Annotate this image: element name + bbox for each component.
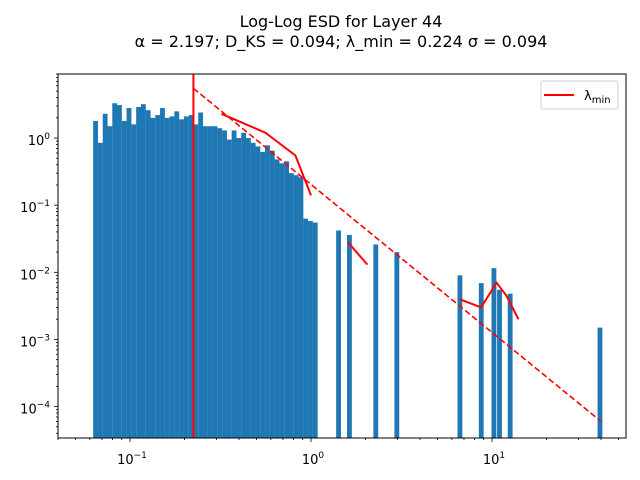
x-tick-label: 101 (483, 451, 505, 468)
histogram-bar (507, 293, 513, 438)
y-tick-label: 10−4 (20, 401, 50, 418)
histogram-bar (312, 222, 318, 438)
histogram-bar (131, 124, 137, 438)
empirical-density-segment (347, 241, 369, 266)
histogram-bar (336, 230, 341, 438)
histogram-bar (478, 283, 484, 438)
histogram-bar (265, 145, 270, 438)
y-tick-label: 10−1 (20, 199, 50, 216)
histogram-bar (284, 161, 290, 438)
axis-tick-labels: 10−1 100 101 10−4 10−3 10−2 10−1 100 (20, 132, 505, 468)
histogram-bar (97, 142, 103, 438)
histogram-bar (169, 116, 175, 438)
histogram-bar (102, 113, 108, 438)
histogram-bar (198, 112, 204, 438)
histogram-bar (245, 138, 251, 438)
histogram-bar (597, 327, 603, 438)
histogram-bar (117, 105, 122, 438)
histogram-bar (226, 139, 232, 438)
x-tick-label: 10−1 (117, 451, 147, 468)
histogram-bar (212, 126, 218, 438)
histogram-bar (457, 275, 463, 438)
histogram-bar (140, 104, 146, 438)
x-tick-label: 100 (302, 451, 325, 468)
histogram-bar (179, 119, 184, 438)
histogram-bar (303, 218, 309, 438)
histogram-bar (274, 159, 280, 438)
histogram-bar (279, 163, 285, 438)
legend: λmin (540, 80, 619, 110)
histogram-bar (145, 110, 151, 438)
histogram-bar (347, 234, 352, 438)
histogram-bar (203, 126, 208, 438)
legend-label-symbol: λ (584, 89, 592, 104)
histogram-bar (308, 221, 313, 438)
plot-frame (57, 73, 627, 439)
histogram-bar (160, 108, 165, 438)
histogram-bar (164, 117, 170, 438)
histogram-bar (491, 268, 497, 438)
histogram-bar (373, 244, 379, 438)
empirical-density-segment (458, 280, 520, 320)
empirical-density-segment (221, 112, 312, 196)
histogram-bar (241, 132, 247, 438)
chart-title: Log-Log ESD for Layer 44 (240, 12, 443, 31)
histogram-bar (293, 175, 299, 438)
histogram-bar (222, 130, 227, 438)
y-tick-label: 10−2 (20, 266, 50, 283)
y-tick-label: 100 (28, 132, 51, 149)
histogram-bar (126, 108, 132, 438)
histogram-bar (107, 126, 113, 438)
histogram-bar (112, 103, 118, 438)
histogram-bar (231, 130, 237, 438)
histogram-bar (188, 115, 194, 438)
histogram-bar (298, 177, 304, 438)
histogram-bars (93, 103, 603, 438)
histogram-bar (260, 151, 266, 438)
histogram-bar (269, 150, 275, 438)
histogram-bar (174, 111, 180, 438)
histogram-bar (207, 126, 213, 438)
legend-lambda-min-label: λmin (584, 89, 611, 106)
histogram-bar (121, 120, 127, 438)
axis-ticks (54, 73, 619, 442)
histogram-bar (288, 173, 294, 438)
fit-lines (192, 74, 602, 438)
histogram-bar (193, 124, 199, 438)
power-law-fit-line (192, 87, 602, 423)
legend-box (540, 80, 619, 110)
histogram-bar (150, 117, 156, 438)
histogram-bar (394, 252, 400, 438)
histogram-bar (497, 289, 502, 438)
chart-subtitle: α = 2.197; D_KS = 0.094; λ_min = 0.224 σ… (135, 32, 548, 52)
histogram-bar (183, 116, 189, 438)
histogram-bar (93, 120, 98, 438)
legend-label-subscript: min (592, 95, 611, 106)
y-tick-label: 10−3 (20, 333, 50, 350)
histogram-bar (255, 146, 261, 438)
histogram-bar (250, 142, 256, 438)
histogram-bar (136, 107, 141, 438)
histogram-bar (217, 128, 223, 438)
histogram-bar (155, 115, 161, 438)
histogram-bar (236, 138, 242, 438)
